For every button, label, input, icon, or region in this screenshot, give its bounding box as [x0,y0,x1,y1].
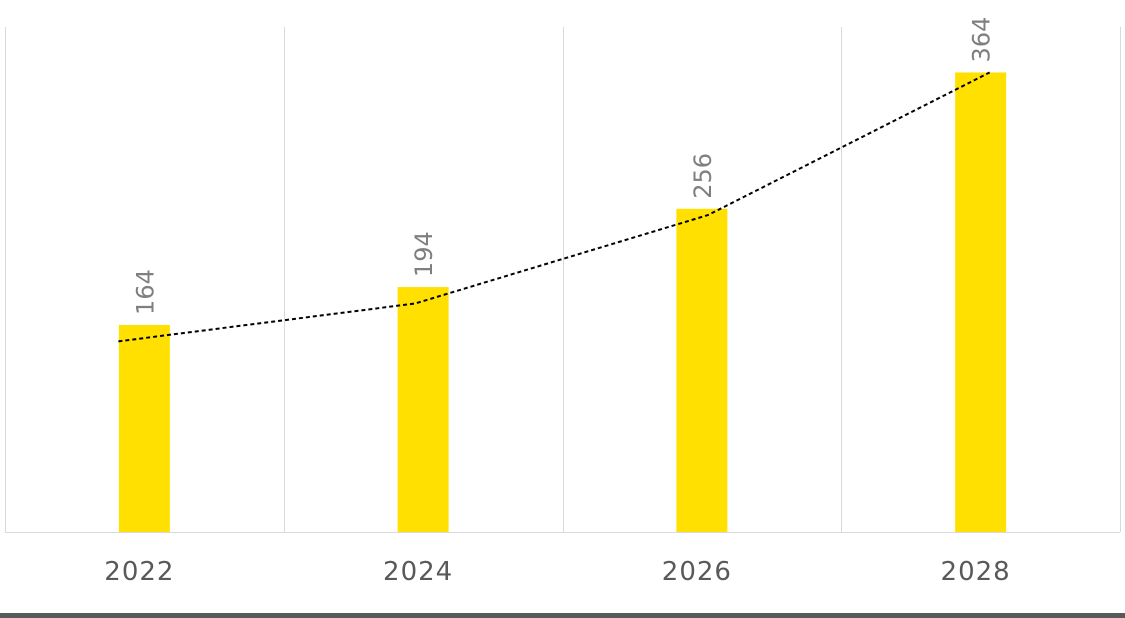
x-tick-label-2022: 2022 [104,557,174,587]
data-label-2026: 256 [689,153,717,199]
trendline [118,71,991,343]
x-axis-ticks: 2022 2024 2026 2028 [104,557,1011,587]
data-label-2024: 194 [410,231,438,277]
bar-2028 [955,72,1007,532]
bar-2026 [676,208,728,533]
x-tick-label-2024: 2024 [383,557,453,587]
x-tick-label-2028: 2028 [941,557,1011,587]
bars [118,72,1007,533]
bar-2022 [118,324,170,532]
data-labels: 164 194 256 364 [131,17,995,315]
data-label-2028: 364 [968,17,996,63]
gridlines [5,27,1121,532]
x-tick-label-2026: 2026 [662,557,732,587]
bottom-band [0,613,1125,618]
data-label-2022: 164 [131,269,159,315]
bar-2024 [397,287,449,532]
trendline-group [118,71,991,343]
